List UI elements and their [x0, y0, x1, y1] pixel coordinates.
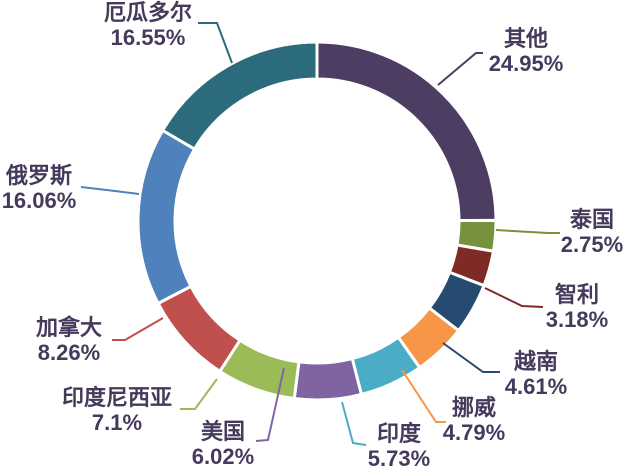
leader-indonesia	[180, 378, 218, 410]
label-russia: 俄罗斯 16.06%	[2, 163, 77, 213]
label-usa: 美国 6.02%	[192, 419, 254, 466]
label-other: 其他 24.95%	[489, 26, 564, 76]
label-thailand: 泰国 2.75%	[561, 207, 623, 257]
leader-canada	[112, 317, 164, 341]
slice-usa	[292, 356, 364, 402]
label-thailand-percent: 2.75%	[560, 232, 624, 257]
label-canada-percent: 8.26%	[37, 340, 101, 365]
label-chile-name: 智利	[554, 282, 600, 307]
label-vietnam: 越南 4.61%	[505, 349, 567, 399]
slice-ecuador	[160, 40, 319, 152]
label-chile-percent: 3.18%	[545, 307, 609, 332]
slice-other	[315, 40, 498, 223]
label-usa-name: 美国	[200, 419, 246, 444]
donut-slices-layer	[136, 40, 498, 402]
leader-ecuador	[198, 22, 233, 64]
label-canada-name: 加拿大	[35, 315, 103, 340]
label-ecuador-name: 厄瓜多尔	[103, 0, 193, 25]
label-vietnam-name: 越南	[513, 349, 559, 374]
label-usa-percent: 6.02%	[191, 444, 255, 466]
leader-russia	[80, 186, 140, 195]
leader-india	[341, 401, 367, 446]
leader-other	[437, 52, 483, 86]
label-ecuador-percent: 16.55%	[110, 25, 186, 50]
label-canada: 加拿大 8.26%	[36, 315, 102, 365]
leader-chile	[484, 287, 544, 308]
slice-russia	[136, 128, 197, 306]
label-russia-percent: 16.06%	[1, 188, 77, 213]
label-ecuador: 厄瓜多尔 16.55%	[104, 0, 192, 50]
label-india-percent: 5.73%	[367, 446, 431, 466]
leader-norway	[401, 369, 446, 423]
label-norway-name: 挪威	[451, 395, 497, 420]
leader-vietnam	[442, 342, 500, 373]
label-india: 印度 5.73%	[368, 421, 430, 466]
label-vietnam-percent: 4.61%	[504, 374, 568, 399]
label-other-percent: 24.95%	[488, 51, 564, 76]
leader-usa	[255, 367, 285, 442]
slice-canada	[156, 284, 243, 374]
label-indonesia: 印度尼西亚 7.1%	[62, 385, 172, 435]
label-indonesia-percent: 7.1%	[91, 410, 143, 435]
label-norway-percent: 4.79%	[442, 420, 506, 445]
label-chile: 智利 3.18%	[546, 282, 608, 332]
leader-lines-layer	[80, 22, 560, 446]
label-other-name: 其他	[503, 26, 548, 51]
leader-thailand	[495, 229, 560, 234]
label-russia-name: 俄罗斯	[5, 163, 72, 188]
label-indonesia-name: 印度尼西亚	[61, 385, 173, 410]
label-norway: 挪威 4.79%	[443, 395, 505, 445]
label-india-name: 印度	[376, 421, 422, 446]
label-thailand-name: 泰国	[569, 207, 615, 232]
